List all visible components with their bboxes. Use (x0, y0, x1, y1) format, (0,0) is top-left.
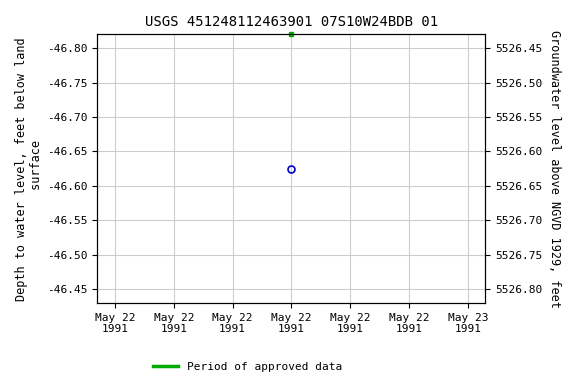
Title: USGS 451248112463901 07S10W24BDB 01: USGS 451248112463901 07S10W24BDB 01 (145, 15, 438, 29)
Legend: Period of approved data: Period of approved data (149, 358, 346, 377)
Y-axis label: Groundwater level above NGVD 1929, feet: Groundwater level above NGVD 1929, feet (548, 30, 561, 308)
Y-axis label: Depth to water level, feet below land
 surface: Depth to water level, feet below land su… (15, 37, 43, 301)
